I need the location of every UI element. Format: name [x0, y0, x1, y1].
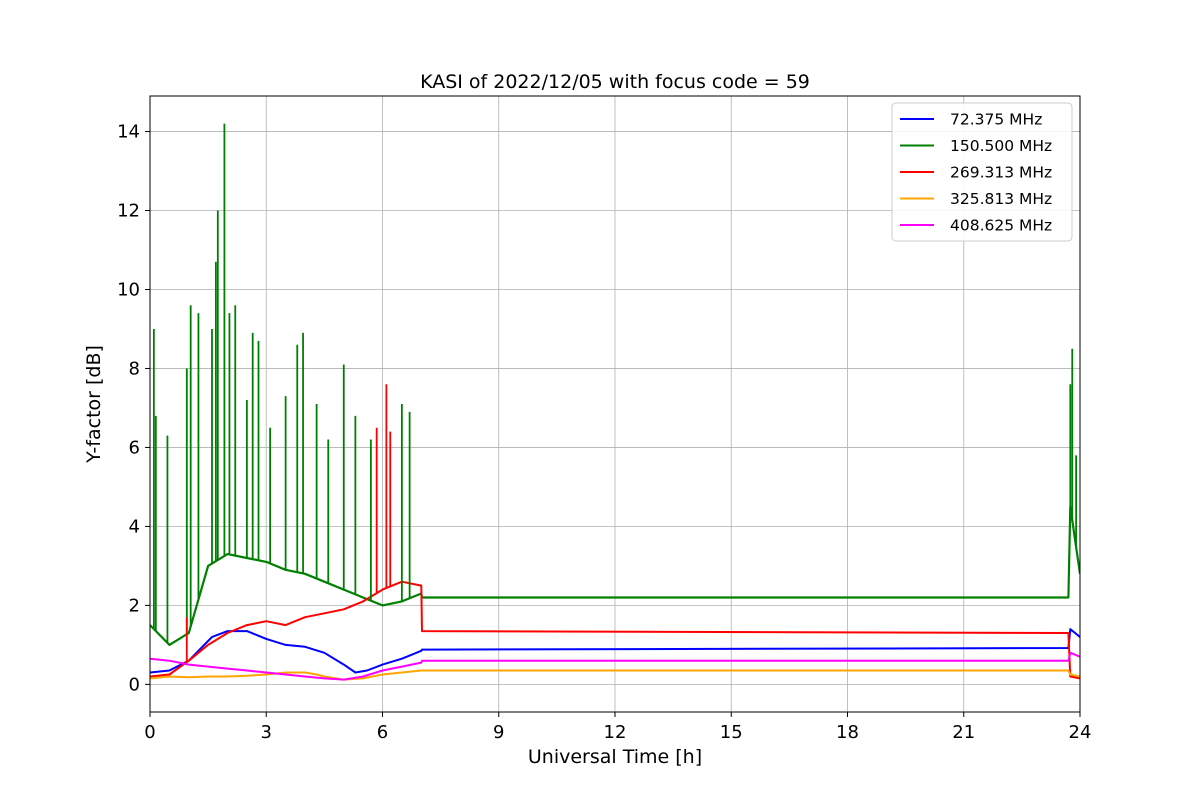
series-line — [150, 580, 1080, 680]
x-tick-label: 6 — [377, 722, 388, 743]
x-tick-label: 21 — [952, 722, 975, 743]
y-tick-label: 2 — [129, 595, 140, 616]
y-tick-label: 12 — [117, 201, 140, 222]
series-line — [150, 628, 1080, 674]
x-tick-label: 0 — [144, 722, 155, 743]
y-tick-label: 0 — [129, 674, 140, 695]
y-axis-label: Y-factor [dB] — [83, 345, 105, 464]
legend-label: 150.500 MHz — [950, 137, 1052, 155]
x-tick-label: 3 — [261, 722, 272, 743]
y-tick-label: 14 — [117, 122, 140, 143]
legend-box — [891, 102, 1073, 242]
series-line — [150, 651, 1080, 681]
chart-title: KASI of 2022/12/05 with focus code = 59 — [420, 71, 810, 93]
series-line — [150, 669, 1080, 681]
y-tick-label: 10 — [117, 279, 140, 300]
y-tick-label: 8 — [129, 358, 140, 379]
legend-label: 325.813 MHz — [950, 190, 1052, 208]
x-tick-label: 18 — [836, 722, 859, 743]
legend-label: 408.625 MHz — [950, 217, 1052, 235]
x-tick-label: 15 — [720, 722, 743, 743]
y-tick-label: 6 — [129, 437, 140, 458]
legend: 72.375 MHz 150.500 MHz 269.313 MHz 325.813 … — [891, 102, 1073, 242]
x-tick-label: 9 — [493, 722, 504, 743]
x-axis-label: Universal Time [h] — [528, 746, 702, 768]
series-layer — [150, 123, 1080, 681]
y-tick-label: 4 — [129, 516, 140, 537]
legend-label: 72.375 MHz — [950, 111, 1042, 129]
x-tick-label: 12 — [604, 722, 627, 743]
legend-label: 269.313 MHz — [950, 164, 1052, 182]
x-tick-label: 24 — [1069, 722, 1092, 743]
